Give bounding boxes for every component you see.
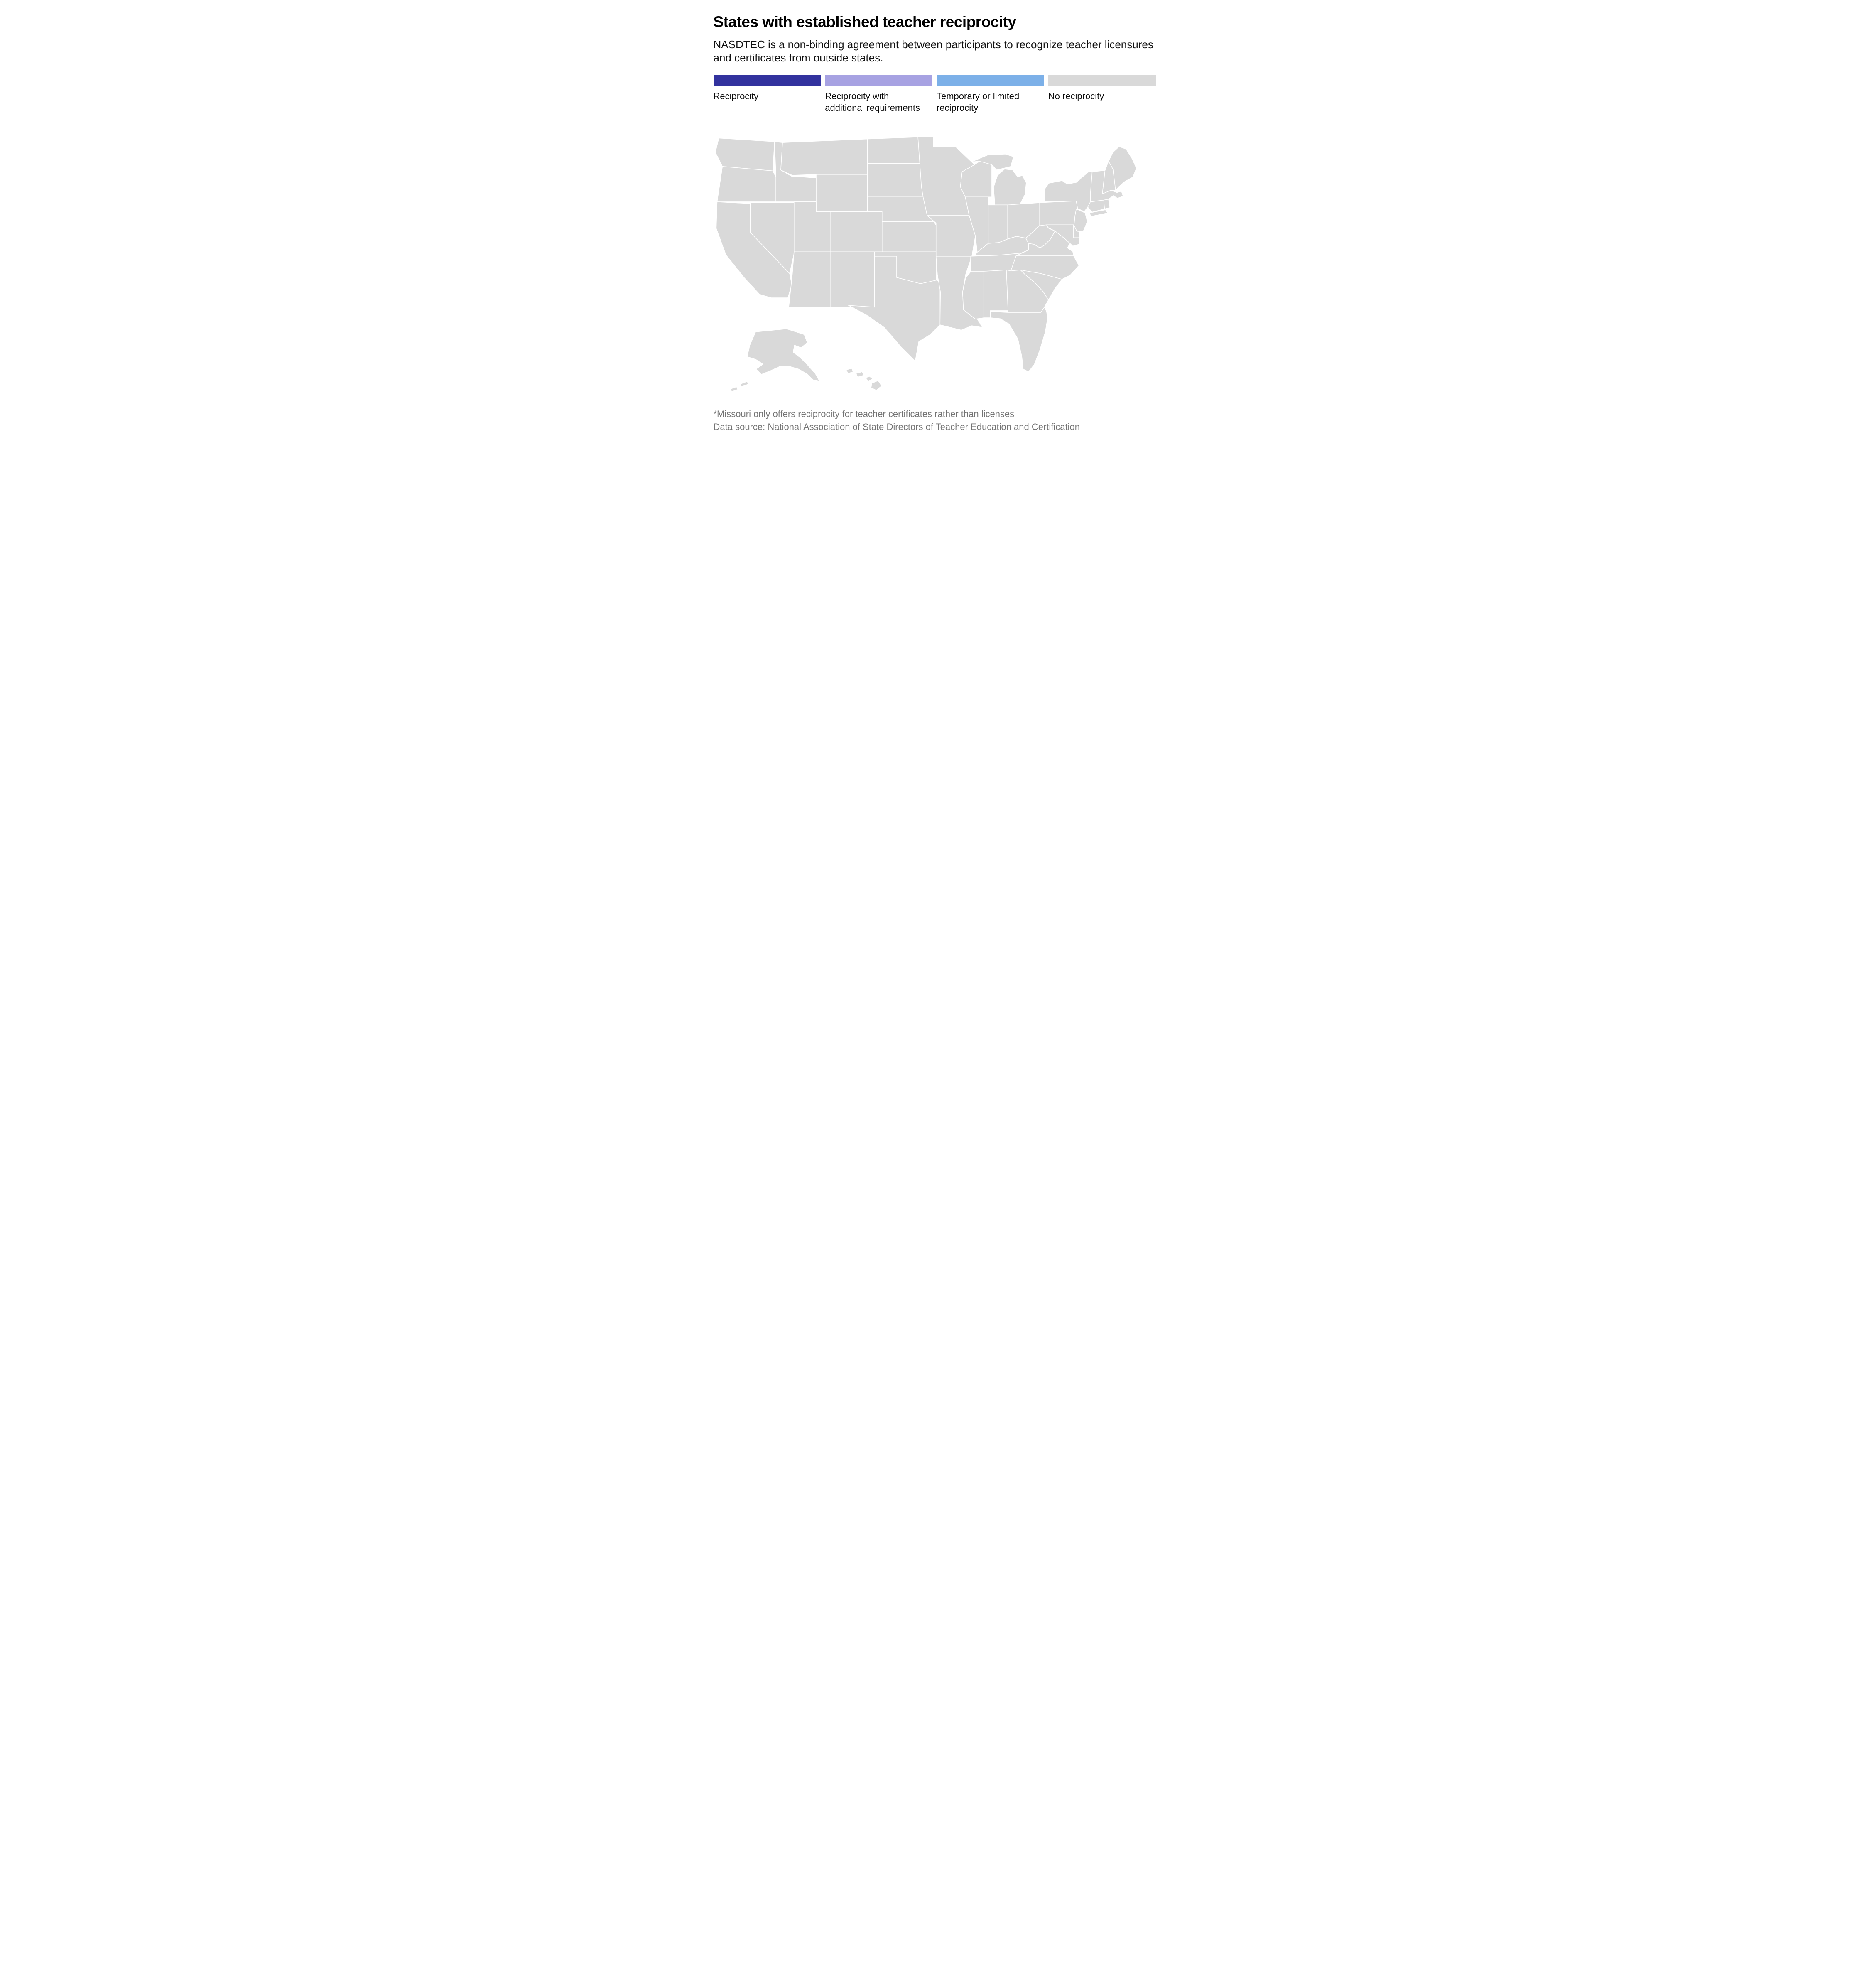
state-mississippi — [962, 271, 984, 320]
legend-label-limited: Temporary or limited reciprocity — [937, 91, 1020, 113]
legend-label-none: No reciprocity — [1048, 91, 1104, 102]
chart-title: States with established teacher reciproc… — [713, 13, 1017, 30]
state-south-dakota — [867, 163, 926, 198]
us-map-svg — [715, 137, 1137, 392]
state-wyoming — [815, 174, 868, 212]
footer: *Missouri only offers reciprocity for te… — [714, 408, 1156, 433]
state-montana — [780, 139, 868, 176]
state-nevada — [750, 202, 795, 274]
state-north-carolina — [1010, 255, 1079, 280]
state-arizona — [788, 251, 831, 308]
legend-swatch-limited — [937, 75, 1044, 86]
state-indiana — [988, 205, 1008, 244]
legend-label-reciprocity: Reciprocity — [713, 91, 759, 102]
legend-swatch-none — [1048, 75, 1156, 86]
state-rhode-island — [1103, 199, 1110, 210]
footnote: *Missouri only offers reciprocity for te… — [713, 408, 1015, 419]
state-texas — [848, 256, 940, 362]
us-choropleth-map — [714, 128, 1156, 402]
legend-swatch-additional — [825, 75, 932, 86]
legend-item-none: No reciprocity — [1048, 75, 1156, 113]
state-iowa — [921, 187, 969, 216]
state-alabama — [983, 270, 1008, 319]
state-colorado — [830, 211, 883, 253]
state-oregon — [716, 166, 776, 203]
state-north-dakota — [867, 137, 925, 164]
state-alaska — [730, 329, 820, 392]
state-kansas — [881, 221, 937, 253]
legend: Reciprocity Reciprocity with additional … — [713, 75, 1156, 113]
legend-swatch-reciprocity — [713, 75, 821, 86]
state-michigan — [970, 154, 1027, 206]
infographic: States with established teacher reciproc… — [701, 0, 1168, 447]
legend-item-reciprocity: Reciprocity — [713, 75, 821, 113]
legend-item-additional: Reciprocity with additional requirements — [825, 75, 932, 113]
legend-item-limited: Temporary or limited reciprocity — [937, 75, 1044, 113]
data-source: Data source: National Association of Sta… — [713, 422, 1080, 432]
state-wisconsin — [960, 161, 992, 198]
state-pennsylvania — [1038, 201, 1078, 226]
states-group — [715, 137, 1137, 392]
state-washington — [715, 138, 775, 172]
state-new-mexico — [830, 251, 875, 308]
state-hawaii — [846, 368, 882, 391]
state-new-jersey — [1073, 209, 1088, 233]
state-maine — [1108, 146, 1137, 191]
chart-subtitle: NASDTEC is a non-binding agreement betwe… — [713, 38, 1153, 64]
legend-label-additional: Reciprocity with additional requirements — [825, 91, 920, 113]
state-florida — [990, 307, 1048, 373]
